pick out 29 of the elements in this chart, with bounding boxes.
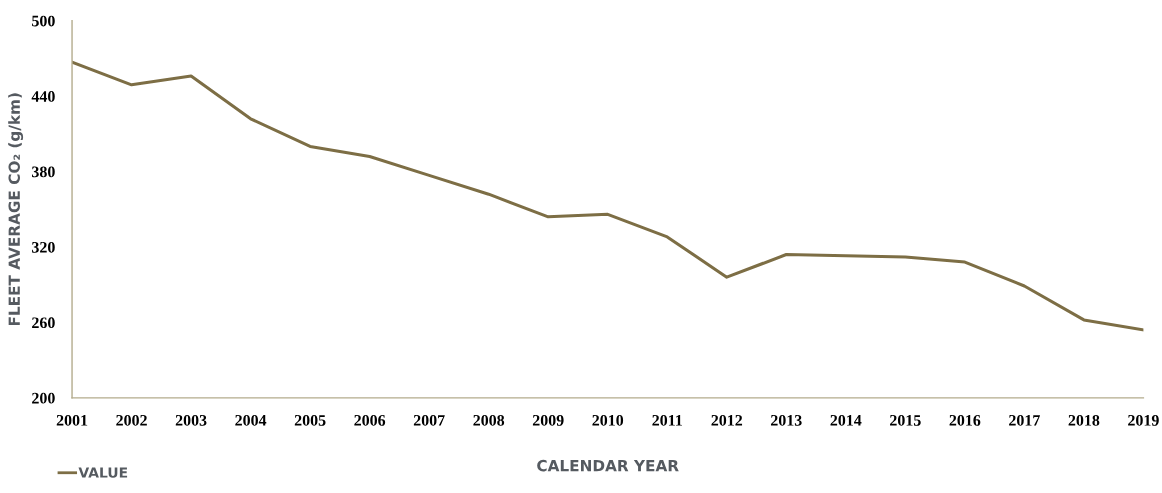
x-tick-label: 2015 (890, 414, 921, 426)
x-tick-label: 2018 (1068, 414, 1100, 426)
x-tick-label: 2014 (830, 414, 862, 426)
y-tick-label: 500 (32, 15, 55, 27)
x-tick-label: 2004 (235, 414, 267, 426)
y-axis-title: FLEET AVERAGE CO₂ (g/km) (8, 93, 24, 326)
x-tick-label: 2019 (1128, 414, 1159, 426)
x-tick-label: 2012 (711, 414, 743, 426)
x-axis-title: CALENDAR YEAR (537, 459, 679, 472)
legend-label: VALUE (78, 467, 128, 478)
x-tick-label: 2005 (294, 414, 326, 426)
x-tick-label: 2016 (949, 414, 981, 426)
y-tick-label: 320 (32, 241, 55, 253)
line-series (72, 60, 1144, 332)
x-tick-label: 2017 (1009, 414, 1040, 426)
y-tick-label: 260 (32, 317, 55, 329)
x-tick-label: 2001 (56, 414, 88, 426)
y-tick-label: 380 (32, 166, 55, 178)
x-tick-label: 2011 (652, 414, 682, 426)
x-tick-label: 2010 (592, 414, 624, 426)
x-tick-label: 2006 (354, 414, 386, 426)
y-tick-label: 200 (32, 392, 55, 404)
x-tick-label: 2008 (473, 414, 505, 426)
x-tick-label: 2013 (770, 414, 802, 426)
y-tick-label: 440 (31, 91, 55, 102)
x-tick-label: 2003 (175, 414, 207, 426)
x-tick-label: 2002 (116, 414, 147, 426)
x-tick-label: 2007 (413, 414, 445, 426)
x-tick-label: 2009 (532, 414, 564, 426)
